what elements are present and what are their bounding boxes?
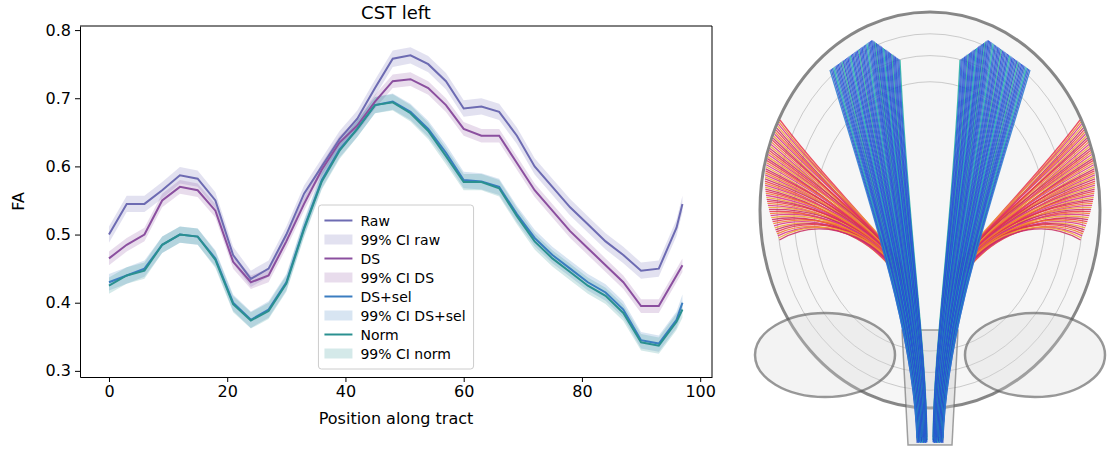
- legend-entry: 99% CI raw: [324, 232, 440, 248]
- tick-label: 20: [218, 382, 238, 401]
- legend-entry: DS+sel: [324, 289, 411, 305]
- tick-label: 0.8: [46, 21, 71, 40]
- fiber-vertical: [830, 70, 917, 438]
- tick-label: 0.6: [46, 157, 71, 176]
- legend-entry: Raw: [324, 213, 389, 229]
- tick: 0.7: [46, 89, 80, 108]
- legend-label: DS: [360, 251, 380, 267]
- temporal-lobe: [755, 313, 895, 397]
- tick-mark: [227, 377, 228, 382]
- axis-line: [81, 377, 713, 378]
- tick-mark: [75, 98, 80, 99]
- legend-entry: 99% CI norm: [324, 346, 451, 362]
- tick: 100: [685, 377, 716, 401]
- legend: Raw 99% CI raw DS 99% CI DS DS+sel 99% CI DS+…: [318, 205, 473, 369]
- legend-label: Raw: [360, 213, 389, 229]
- tractography-image: [755, 12, 1105, 445]
- tick-label: 60: [454, 382, 474, 401]
- tick-mark: [464, 377, 465, 382]
- legend-swatch: [324, 334, 352, 336]
- tick-label: 100: [685, 382, 716, 401]
- tick-label: 40: [336, 382, 356, 401]
- legend-swatch: [324, 311, 352, 321]
- tick-label: 0.5: [46, 225, 71, 244]
- tick: 0.8: [46, 21, 80, 40]
- chart-page: 0 20 40 60 80 100 0.3 0.4 0.5 0.6 0.7 0.8 CST left Po…: [0, 0, 1110, 455]
- axis-line: [80, 27, 81, 378]
- series-line: [109, 55, 682, 279]
- tick-mark: [75, 371, 80, 372]
- tick-mark: [700, 377, 701, 382]
- frame-top: [80, 26, 712, 27]
- tick: 40: [336, 377, 356, 401]
- legend-swatch: [324, 220, 352, 222]
- legend-entry: Norm: [324, 327, 398, 343]
- tick-mark: [75, 166, 80, 167]
- legend-frame: [318, 205, 473, 369]
- legend-label: 99% CI norm: [360, 346, 451, 362]
- tick-mark: [75, 303, 80, 304]
- legend-label: 99% CI raw: [360, 232, 440, 248]
- tick-label: 0.4: [46, 293, 71, 312]
- legend-entry: 99% CI DS: [324, 270, 434, 286]
- tick-label: 80: [572, 382, 592, 401]
- tick-mark: [75, 30, 80, 31]
- legend-label: Norm: [360, 327, 398, 343]
- tick-label: 0.3: [46, 361, 71, 380]
- fiber-vertical: [943, 69, 1029, 443]
- temporal-lobe: [965, 313, 1105, 397]
- tick-mark: [345, 377, 346, 382]
- tick-mark: [582, 377, 583, 382]
- chart-title: CST left: [361, 2, 431, 23]
- fiber-vertical: [831, 69, 917, 443]
- tick: 20: [218, 377, 238, 401]
- tick: 0.4: [46, 293, 80, 312]
- y-axis-title: FA: [9, 192, 28, 211]
- tick: 0.3: [46, 361, 80, 380]
- tick-label: 0: [104, 382, 114, 401]
- legend-swatch: [324, 296, 352, 298]
- tick: 60: [454, 377, 474, 401]
- x-axis-title: Position along tract: [319, 409, 474, 428]
- frame-right: [712, 26, 713, 377]
- plot-area: [109, 47, 682, 354]
- legend-entry: 99% CI DS+sel: [324, 308, 465, 324]
- legend-label: 99% CI DS: [360, 270, 434, 286]
- fiber-vertical: [943, 70, 1030, 438]
- series-line: [109, 79, 682, 306]
- y-axis: 0.3 0.4 0.5 0.6 0.7 0.8: [46, 21, 81, 381]
- tick: 0.5: [46, 225, 80, 244]
- legend-entry: DS: [324, 251, 380, 267]
- tick-label: 0.7: [46, 89, 71, 108]
- fiber-vertical: [943, 68, 1028, 437]
- legend-swatch: [324, 235, 352, 245]
- legend-label: DS+sel: [360, 289, 411, 305]
- tick-mark: [75, 235, 80, 236]
- x-axis: 0 20 40 60 80 100: [81, 377, 716, 401]
- legend-swatch: [324, 273, 352, 283]
- legend-label: 99% CI DS+sel: [360, 308, 465, 324]
- tick: 80: [572, 377, 592, 401]
- tick: 0.6: [46, 157, 80, 176]
- legend-swatch: [324, 258, 352, 260]
- tick-mark: [109, 377, 110, 382]
- fiber-vertical: [832, 68, 917, 437]
- legend-swatch: [324, 349, 352, 359]
- tick: 0: [104, 377, 114, 401]
